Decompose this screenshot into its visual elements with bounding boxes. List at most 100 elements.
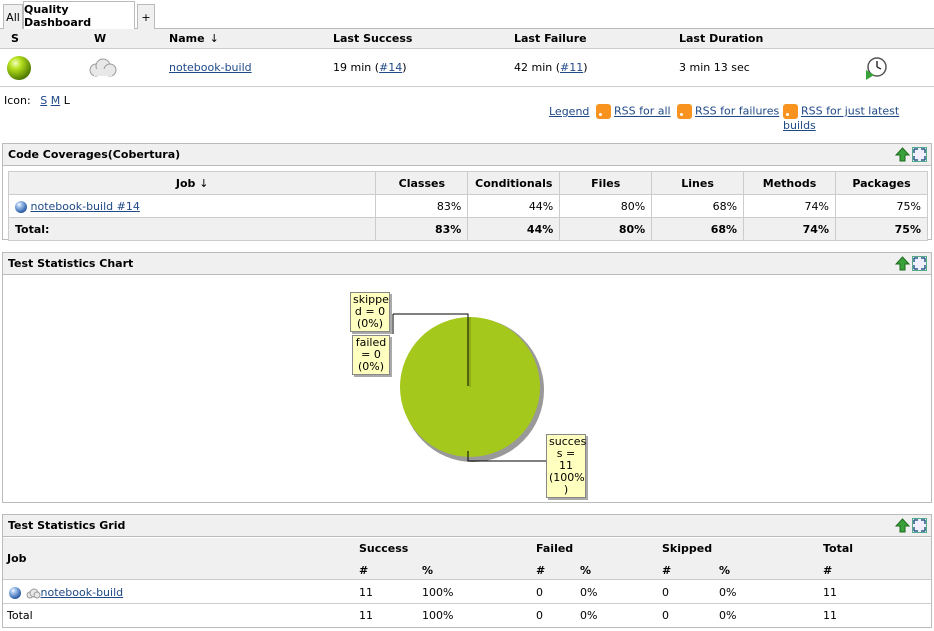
coverage-header-lines[interactable]: Lines	[651, 171, 745, 195]
test-statistics-grid-panel: Test Statistics Grid Job Success Failed …	[2, 514, 932, 628]
grid-skipped-count: 0	[662, 586, 669, 599]
coverage-files-value: 80%	[559, 194, 653, 218]
coverage-job-cell: notebook-build #14	[7, 194, 377, 218]
chart-panel-title: Test Statistics Chart	[3, 253, 931, 275]
rss-all-text[interactable]: RSS for all	[614, 104, 671, 118]
icon-size-medium[interactable]: M	[50, 94, 61, 107]
rss-latest-link[interactable]: RSS for just latest builds	[783, 104, 934, 132]
icon-size-small[interactable]: S	[40, 94, 48, 107]
grid-header-failed-count: #	[536, 564, 546, 577]
code-coverage-title-text: Code Coverages(Cobertura)	[8, 148, 181, 161]
last-failure-column-header[interactable]: Last Failure	[514, 32, 587, 45]
coverage-total-conditionals: 44%	[467, 217, 561, 241]
rss-failures-link[interactable]: RSS for failures	[677, 104, 779, 119]
coverage-packages-value: 75%	[834, 194, 929, 218]
coverage-total-label: Total:	[7, 217, 377, 241]
coverage-lines-value: 68%	[651, 194, 745, 218]
maximize-icon[interactable]	[912, 518, 927, 533]
grid-header: Job Success Failed Skipped Total # % # %…	[3, 538, 931, 580]
grid-total-count: 11	[823, 609, 837, 622]
grid-job-link[interactable]: notebook-build	[40, 586, 124, 599]
weather-cloudy-icon	[26, 588, 40, 598]
grid-header-total-count: #	[823, 564, 833, 577]
coverage-header-files[interactable]: Files	[559, 171, 653, 195]
grid-total-failed-pct: 0%	[580, 609, 598, 622]
status-ball-icon	[15, 200, 27, 213]
last-success-build-link[interactable]: #14	[379, 61, 403, 74]
last-success-cell: 19 min (#14)	[333, 49, 407, 86]
name-column-header[interactable]: Name ↓	[169, 29, 219, 48]
rss-all-link[interactable]: RSS for all	[596, 104, 671, 119]
grid-total-label: Total	[7, 609, 33, 622]
job-link-notebook-build[interactable]: notebook-build	[169, 61, 252, 74]
icon-size-selector: Icon: S M L	[4, 94, 70, 107]
test-statistics-chart-panel: Test Statistics Chart skippe d = 0 (0%) …	[2, 252, 932, 503]
skipped-callout: skippe d = 0 (0%)	[350, 292, 390, 332]
test-statistics-pie-chart	[392, 313, 546, 462]
grid-header-skipped-pct: %	[719, 564, 731, 577]
coverage-header-methods[interactable]: Methods	[743, 171, 836, 195]
code-coverage-title: Code Coverages(Cobertura)	[3, 144, 931, 166]
last-success-column-header[interactable]: Last Success	[333, 32, 413, 45]
grid-header-success: Success	[359, 542, 409, 555]
grid-total-count: 11	[823, 586, 837, 599]
grid-total-skipped-pct: 0%	[719, 609, 737, 622]
grid-header-success-pct: %	[422, 564, 434, 577]
last-success-close: )	[402, 61, 407, 74]
grid-header-skipped: Skipped	[662, 542, 713, 555]
tab-all[interactable]: All	[3, 4, 23, 29]
coverage-total-classes: 83%	[375, 217, 469, 241]
coverage-job-link[interactable]: notebook-build #14	[30, 199, 140, 213]
legend-link[interactable]: Legend	[549, 105, 590, 118]
status-ball-icon	[9, 587, 21, 599]
skipped-leader-line	[393, 313, 469, 386]
last-failure-close: )	[583, 61, 588, 74]
grid-failed-count: 0	[536, 586, 543, 599]
sort-arrow-icon: ↓	[199, 176, 209, 190]
grid-success-pct: 100%	[422, 586, 454, 599]
table-row: notebook-build #14 83% 44% 80% 68% 74% 7…	[7, 194, 929, 218]
last-failure-time: 42 min (	[514, 61, 561, 74]
table-row: notebook-build 11 100% 0 0% 0 0% 11	[3, 581, 931, 604]
coverage-header-packages[interactable]: Packages	[834, 171, 929, 195]
coverage-header-job[interactable]: Job ↓	[7, 171, 377, 195]
maximize-icon[interactable]	[912, 256, 927, 271]
tab-add-view[interactable]: +	[137, 4, 155, 29]
tab-quality-dashboard[interactable]: Quality Dashboard	[23, 1, 135, 30]
coverage-classes-value: 83%	[375, 194, 469, 218]
coverage-conditionals-value: 44%	[467, 194, 561, 218]
coverage-total-row: Total: 83% 44% 80% 68% 74% 75%	[7, 217, 929, 241]
failed-callout-line: = 0	[361, 348, 381, 361]
rss-feed-icon	[783, 104, 798, 119]
last-failure-build-link[interactable]: #11	[560, 61, 584, 74]
weather-column-header[interactable]: W	[94, 32, 107, 45]
grid-header-skipped-count: #	[662, 564, 672, 577]
last-duration-column-header[interactable]: Last Duration	[679, 32, 764, 45]
coverage-header-conditionals[interactable]: Conditionals	[467, 171, 561, 195]
grid-total-success-pct: 100%	[422, 609, 454, 622]
coverage-total-packages: 75%	[834, 217, 929, 241]
grid-panel-title: Test Statistics Grid	[3, 515, 931, 537]
grid-failed-pct: 0%	[580, 586, 598, 599]
status-column-header[interactable]: S	[11, 32, 19, 45]
success-callout-line: s = 11	[556, 447, 576, 472]
coverage-header-classes[interactable]: Classes	[375, 171, 469, 195]
success-callout-line: )	[563, 483, 569, 496]
name-header-label: Name	[169, 32, 205, 45]
grid-success-count: 11	[359, 586, 373, 599]
move-up-icon[interactable]	[894, 147, 911, 162]
sort-arrow-icon: ↓	[209, 32, 219, 45]
grid-total-row: Total 11 100% 0 0% 0 0% 11	[3, 605, 931, 627]
status-ball-icon	[6, 49, 32, 86]
coverage-total-lines: 68%	[651, 217, 745, 241]
schedule-build-icon[interactable]	[864, 49, 888, 86]
coverage-methods-value: 74%	[743, 194, 836, 218]
coverage-total-methods: 74%	[743, 217, 836, 241]
move-up-icon[interactable]	[894, 256, 911, 271]
rss-latest-text[interactable]: RSS for just latest builds	[783, 104, 900, 133]
maximize-icon[interactable]	[912, 147, 927, 162]
chart-panel-title-text: Test Statistics Chart	[8, 257, 134, 270]
job-row: notebook-build 19 min (#14) 42 min (#11)…	[0, 49, 934, 87]
rss-failures-text[interactable]: RSS for failures	[695, 104, 780, 118]
move-up-icon[interactable]	[894, 518, 911, 533]
